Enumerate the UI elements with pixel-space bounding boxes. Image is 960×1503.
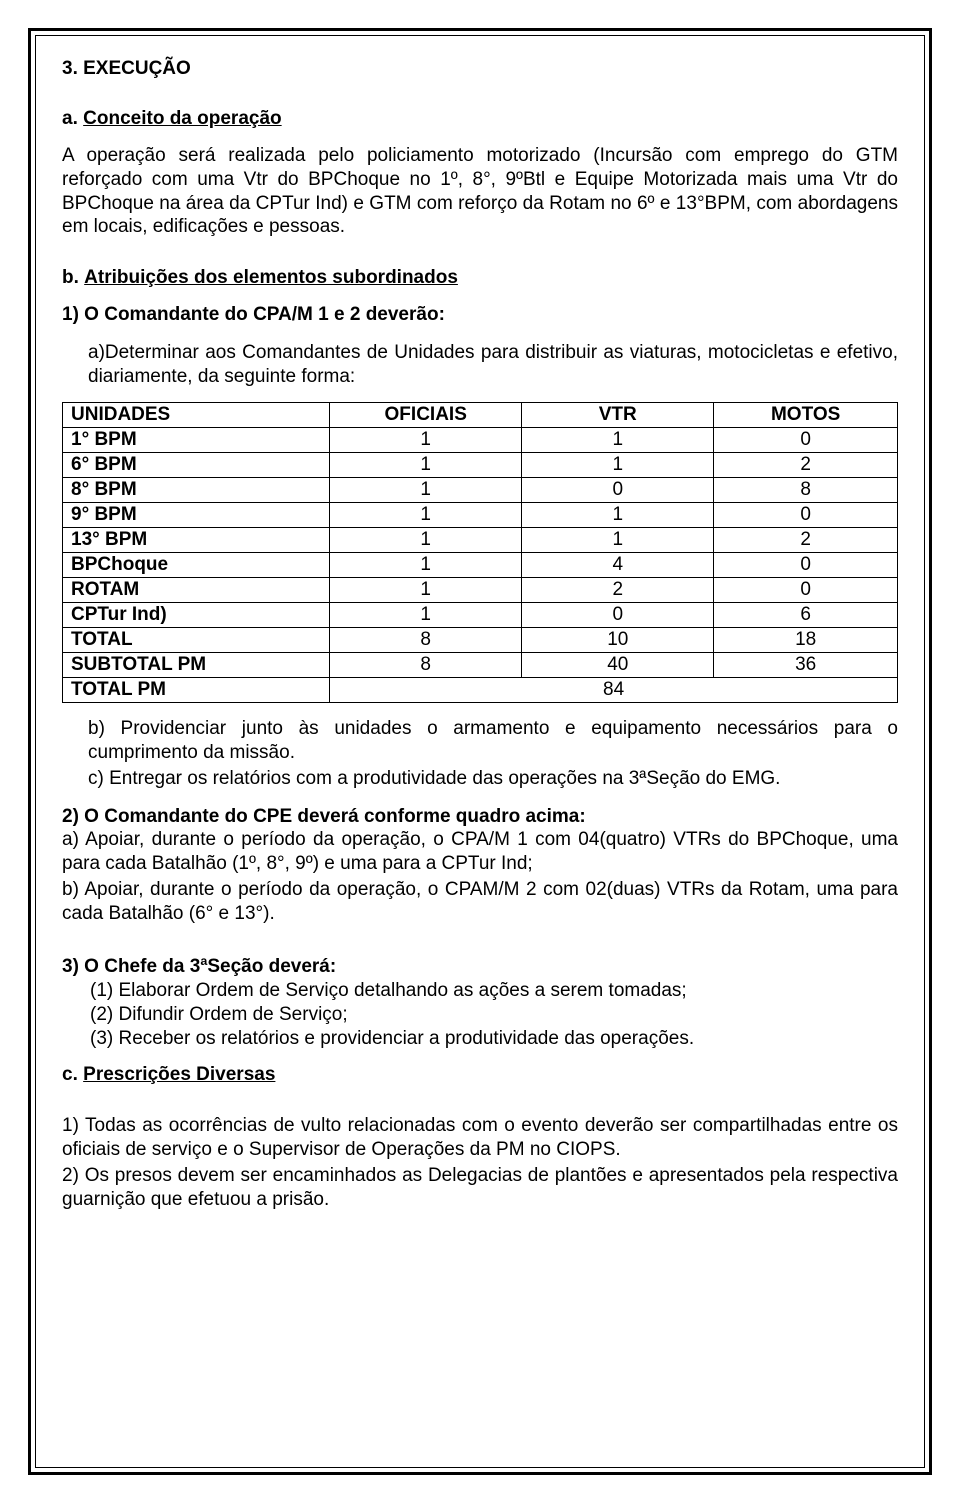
b-item2-b: b) Apoiar, durante o período da operação…: [62, 878, 898, 926]
cell-value: 0: [714, 578, 898, 603]
cell-value: 40: [522, 653, 714, 678]
cell-value: 8: [330, 653, 522, 678]
c-item2: 2) Os presos devem ser encaminhados as D…: [62, 1164, 898, 1212]
cell-unidade: 6° BPM: [63, 453, 330, 478]
cell-unidade: 1° BPM: [63, 428, 330, 453]
b-prefix: b.: [62, 267, 79, 289]
a-prefix: a.: [62, 108, 78, 130]
b-item1-title: 1) O Comandante do CPA/M 1 e 2 deverão:: [62, 303, 898, 327]
b-item2-title: 2) O Comandante do CPE deverá conforme q…: [62, 805, 898, 829]
cell-value: 1: [330, 428, 522, 453]
th-oficiais: OFICIAIS: [330, 403, 522, 428]
a-title: Conceito da operação: [83, 108, 282, 129]
cell-unidade: CPTur Ind): [63, 603, 330, 628]
table-row: 9° BPM110: [63, 503, 898, 528]
c-title: Prescrições Diversas: [83, 1064, 275, 1085]
page: 3. EXECUÇÃO a. Conceito da operação A op…: [0, 0, 960, 1503]
cell-unidade: ROTAM: [63, 578, 330, 603]
cell-value: 6: [714, 603, 898, 628]
cell-value: 18: [714, 628, 898, 653]
table-row: 13° BPM112: [63, 528, 898, 553]
cell-value: 1: [330, 553, 522, 578]
cell-value: 10: [522, 628, 714, 653]
table-row: BPChoque140: [63, 553, 898, 578]
cell-value: 1: [522, 528, 714, 553]
section-heading: 3. EXECUÇÃO: [62, 58, 898, 80]
table-row: CPTur Ind)106: [63, 603, 898, 628]
th-vtr: VTR: [522, 403, 714, 428]
subsection-a-heading: a. Conceito da operação: [62, 108, 898, 130]
cell-value: 1: [330, 453, 522, 478]
table-row: 6° BPM112: [63, 453, 898, 478]
cell-value: 8: [330, 628, 522, 653]
c-item1: 1) Todas as ocorrências de vulto relacio…: [62, 1114, 898, 1162]
c-prefix: c.: [62, 1064, 78, 1086]
cell-value: 0: [522, 478, 714, 503]
cell-unidade: 13° BPM: [63, 528, 330, 553]
a-body: A operação será realizada pelo policiame…: [62, 144, 898, 239]
outer-border: 3. EXECUÇÃO a. Conceito da operação A op…: [28, 28, 932, 1475]
cell-value: 1: [330, 528, 522, 553]
b-item1-a: a)Determinar aos Comandantes de Unidades…: [62, 341, 898, 389]
table-row: TOTAL81018: [63, 628, 898, 653]
cell-value: 1: [522, 453, 714, 478]
cell-value: 4: [522, 553, 714, 578]
cell-value: 2: [714, 528, 898, 553]
subsection-b-heading: b. Atribuições dos elementos subordinado…: [62, 267, 898, 289]
cell-value: 1: [330, 578, 522, 603]
cell-value: 0: [714, 503, 898, 528]
b-item3-1: (1) Elaborar Ordem de Serviço detalhando…: [62, 979, 898, 1003]
cell-unidade: 8° BPM: [63, 478, 330, 503]
table-row-total: TOTAL PM84: [63, 678, 898, 703]
b-item3-title: 3) O Chefe da 3ªSeção deverá:: [62, 955, 898, 979]
th-motos: MOTOS: [714, 403, 898, 428]
b-item2-a: a) Apoiar, durante o período da operação…: [62, 828, 898, 876]
subsection-c-heading: c. Prescrições Diversas: [62, 1064, 898, 1086]
cell-unidade: BPChoque: [63, 553, 330, 578]
cell-value: 8: [714, 478, 898, 503]
table-row: 1° BPM110: [63, 428, 898, 453]
b-item3-3: (3) Receber os relatórios e providenciar…: [62, 1027, 898, 1051]
distribution-table: UNIDADES OFICIAIS VTR MOTOS 1° BPM1106° …: [62, 402, 898, 703]
cell-value: 36: [714, 653, 898, 678]
cell-value: 1: [330, 603, 522, 628]
cell-value: 2: [714, 453, 898, 478]
cell-value: 2: [522, 578, 714, 603]
b-item1-c: c) Entregar os relatórios com a produtiv…: [62, 767, 898, 791]
cell-value: 0: [522, 603, 714, 628]
b-item3-2: (2) Difundir Ordem de Serviço;: [62, 1003, 898, 1027]
cell-unidade: TOTAL: [63, 628, 330, 653]
table-header-row: UNIDADES OFICIAIS VTR MOTOS: [63, 403, 898, 428]
cell-value: 1: [522, 428, 714, 453]
table-row: SUBTOTAL PM84036: [63, 653, 898, 678]
cell-value: 1: [330, 503, 522, 528]
th-unidades: UNIDADES: [63, 403, 330, 428]
b-item1-b: b) Providenciar junto às unidades o arma…: [62, 717, 898, 765]
b-title: Atribuições dos elementos subordinados: [84, 267, 458, 288]
cell-value: 1: [330, 478, 522, 503]
inner-border: 3. EXECUÇÃO a. Conceito da operação A op…: [35, 35, 925, 1468]
cell-value: 0: [714, 553, 898, 578]
table-row: ROTAM120: [63, 578, 898, 603]
cell-value: 0: [714, 428, 898, 453]
cell-unidade: 9° BPM: [63, 503, 330, 528]
cell-value: 1: [522, 503, 714, 528]
cell-unidade: SUBTOTAL PM: [63, 653, 330, 678]
cell-total-label: TOTAL PM: [63, 678, 330, 703]
table-row: 8° BPM108: [63, 478, 898, 503]
cell-total-value: 84: [330, 678, 898, 703]
